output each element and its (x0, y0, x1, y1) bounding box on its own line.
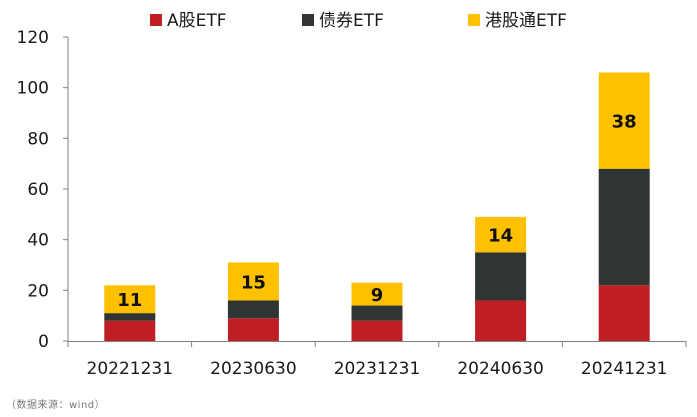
bar-20241231-series-3 (598, 72, 650, 169)
y-tick-label-20: 20 (27, 281, 49, 301)
bar-20221231-series-2 (104, 313, 156, 321)
data-label-20221231: 11 (117, 290, 142, 311)
bar-20231231-series-1 (351, 320, 403, 341)
bars: 11 15 9 14 38 (104, 72, 650, 341)
data-label-20231231: 9 (371, 285, 384, 306)
data-label-20230630: 15 (241, 272, 266, 293)
x-tick-label-20221231: 20221231 (87, 359, 174, 379)
bar-20230630-series-1 (227, 318, 279, 341)
y-tick-label-40: 40 (27, 231, 49, 251)
x-tick-label-20231231: 20231231 (334, 359, 421, 379)
legend-swatch-3 (468, 14, 480, 26)
source-note: （数据来源：wind） (6, 400, 106, 411)
x-tick-label-20230630: 20230630 (210, 359, 297, 379)
y-tick-label-120: 120 (17, 28, 49, 48)
bar-20230630-series-2 (227, 300, 279, 319)
bar-20231231-series-3 (351, 282, 403, 306)
data-label-20240630: 14 (488, 226, 513, 247)
bar-20241231-series-1 (598, 285, 650, 341)
legend-label-2: 债券ETF (319, 11, 384, 31)
legend-swatch-2 (302, 14, 314, 26)
bar-20241231-series-2 (598, 168, 650, 286)
bar-20230630-series-3 (227, 262, 279, 301)
x-tick-label-20241231: 20241231 (581, 359, 668, 379)
legend-label-3: 港股通ETF (485, 11, 567, 31)
y-tick-label-100: 100 (17, 79, 49, 99)
bar-20231231-series-2 (351, 305, 403, 321)
bar-20221231-series-3 (104, 285, 156, 314)
legend: A股ETF 债券ETF 港股通ETF (150, 11, 567, 31)
y-axis: 0 20 40 60 80 100 120 (17, 28, 69, 352)
y-tick-label-0: 0 (38, 332, 49, 352)
y-tick-label-80: 80 (27, 129, 49, 149)
x-axis: 20221231 20230630 20231231 20240630 20241231 (67, 341, 687, 379)
y-tick-label-60: 60 (27, 180, 49, 200)
bar-20240630-series-2 (475, 252, 527, 301)
bar-20240630-series-3 (475, 216, 527, 253)
legend-label-1: A股ETF (167, 11, 227, 31)
data-label-20241231: 38 (612, 112, 637, 133)
bar-20240630-series-1 (475, 300, 527, 341)
x-tick-label-20240630: 20240630 (457, 359, 544, 379)
legend-swatch-1 (150, 14, 162, 26)
bar-20221231-series-1 (104, 320, 156, 341)
